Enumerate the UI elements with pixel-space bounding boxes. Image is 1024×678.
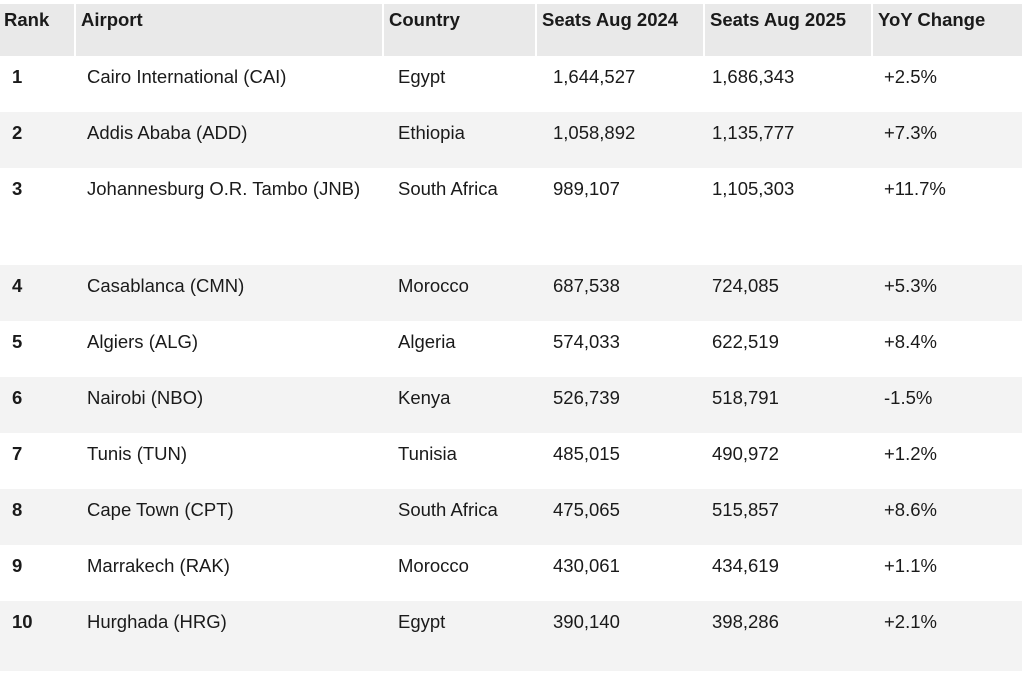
table-row: 9 Marrakech (RAK) Morocco 430,061 434,61… bbox=[0, 545, 1022, 601]
cell-airport: Hurghada (HRG) bbox=[87, 611, 227, 632]
cell-seats-2025: 434,619 bbox=[712, 555, 779, 576]
cell-rank: 6 bbox=[12, 387, 23, 408]
cell-airport: Johannesburg O.R. Tambo (JNB) bbox=[87, 178, 361, 199]
cell-rank: 3 bbox=[12, 178, 23, 199]
table-row: 1 Cairo International (CAI) Egypt 1,644,… bbox=[0, 56, 1022, 112]
cell-seats-2024: 687,538 bbox=[553, 275, 620, 296]
table-body: 1 Cairo International (CAI) Egypt 1,644,… bbox=[0, 56, 1022, 671]
cell-seats-2025: 724,085 bbox=[712, 275, 779, 296]
cell-seats-2024: 430,061 bbox=[553, 555, 620, 576]
cell-seats-2025: 518,791 bbox=[712, 387, 779, 408]
cell-seats-2025: 622,519 bbox=[712, 331, 779, 352]
cell-country: Algeria bbox=[398, 331, 456, 352]
cell-airport: Addis Ababa (ADD) bbox=[87, 122, 248, 143]
cell-country: Tunisia bbox=[398, 443, 457, 464]
header-row: Rank Airport Country Seats Aug 2024 Seat… bbox=[0, 4, 1022, 56]
cell-seats-2024: 485,015 bbox=[553, 443, 620, 464]
cell-rank: 9 bbox=[12, 555, 23, 576]
cell-rank: 4 bbox=[12, 275, 23, 296]
cell-country: South Africa bbox=[398, 178, 498, 199]
cell-airport: Marrakech (RAK) bbox=[87, 555, 230, 576]
cell-yoy-change: +8.6% bbox=[884, 499, 937, 520]
table-row: 8 Cape Town (CPT) South Africa 475,065 5… bbox=[0, 489, 1022, 545]
cell-country: Egypt bbox=[398, 66, 446, 87]
table-header: Rank Airport Country Seats Aug 2024 Seat… bbox=[0, 4, 1022, 56]
cell-yoy-change: +8.4% bbox=[884, 331, 937, 352]
airport-seats-table: Rank Airport Country Seats Aug 2024 Seat… bbox=[0, 4, 1022, 671]
cell-seats-2025: 398,286 bbox=[712, 611, 779, 632]
cell-airport: Casablanca (CMN) bbox=[87, 275, 245, 296]
cell-yoy-change: +1.2% bbox=[884, 443, 937, 464]
cell-country: Kenya bbox=[398, 387, 451, 408]
cell-seats-2025: 1,105,303 bbox=[712, 178, 795, 199]
header-yoy-change: YoY Change bbox=[878, 9, 986, 30]
cell-airport: Algiers (ALG) bbox=[87, 331, 199, 352]
cell-seats-2025: 1,686,343 bbox=[712, 66, 795, 87]
cell-seats-2024: 1,058,892 bbox=[553, 122, 636, 143]
cell-rank: 10 bbox=[12, 611, 33, 632]
cell-seats-2024: 1,644,527 bbox=[553, 66, 636, 87]
cell-yoy-change: +2.1% bbox=[884, 611, 937, 632]
cell-seats-2025: 515,857 bbox=[712, 499, 779, 520]
cell-yoy-change: +5.3% bbox=[884, 275, 937, 296]
cell-yoy-change: +11.7% bbox=[884, 178, 946, 199]
cell-country: South Africa bbox=[398, 499, 498, 520]
cell-rank: 8 bbox=[12, 499, 23, 520]
cell-rank: 2 bbox=[12, 122, 23, 143]
cell-yoy-change: +2.5% bbox=[884, 66, 937, 87]
header-seats-2025: Seats Aug 2025 bbox=[704, 4, 873, 56]
cell-seats-2024: 390,140 bbox=[553, 611, 620, 632]
cell-airport: Cape Town (CPT) bbox=[87, 499, 234, 520]
table-row: 5 Algiers (ALG) Algeria 574,033 622,519 … bbox=[0, 321, 1022, 377]
table-row: 6 Nairobi (NBO) Kenya 526,739 518,791 -1… bbox=[0, 377, 1022, 433]
cell-seats-2024: 989,107 bbox=[553, 178, 620, 199]
header-rank: Rank bbox=[0, 4, 76, 56]
table-row: 3 Johannesburg O.R. Tambo (JNB) South Af… bbox=[0, 168, 1022, 265]
cell-seats-2024: 526,739 bbox=[553, 387, 620, 408]
header-seats-2024: Seats Aug 2024 bbox=[536, 4, 705, 56]
cell-rank: 5 bbox=[12, 331, 23, 352]
table-row: 2 Addis Ababa (ADD) Ethiopia 1,058,892 1… bbox=[0, 112, 1022, 168]
cell-country: Ethiopia bbox=[398, 122, 465, 143]
table-row: 10 Hurghada (HRG) Egypt 390,140 398,286 … bbox=[0, 601, 1022, 671]
cell-yoy-change: +7.3% bbox=[884, 122, 937, 143]
cell-yoy-change: +1.1% bbox=[884, 555, 937, 576]
cell-seats-2024: 475,065 bbox=[553, 499, 620, 520]
cell-seats-2025: 1,135,777 bbox=[712, 122, 795, 143]
header-airport: Airport bbox=[75, 4, 384, 56]
cell-seats-2025: 490,972 bbox=[712, 443, 779, 464]
cell-country: Morocco bbox=[398, 555, 469, 576]
cell-airport: Tunis (TUN) bbox=[87, 443, 188, 464]
cell-country: Morocco bbox=[398, 275, 469, 296]
cell-airport: Nairobi (NBO) bbox=[87, 387, 204, 408]
cell-country: Egypt bbox=[398, 611, 446, 632]
table-row: 7 Tunis (TUN) Tunisia 485,015 490,972 +1… bbox=[0, 433, 1022, 489]
cell-rank: 7 bbox=[12, 443, 23, 464]
cell-yoy-change: -1.5% bbox=[884, 387, 933, 408]
cell-airport: Cairo International (CAI) bbox=[87, 66, 287, 87]
cell-seats-2024: 574,033 bbox=[553, 331, 620, 352]
table-row: 4 Casablanca (CMN) Morocco 687,538 724,0… bbox=[0, 265, 1022, 321]
header-country: Country bbox=[383, 4, 537, 56]
cell-rank: 1 bbox=[12, 66, 23, 87]
